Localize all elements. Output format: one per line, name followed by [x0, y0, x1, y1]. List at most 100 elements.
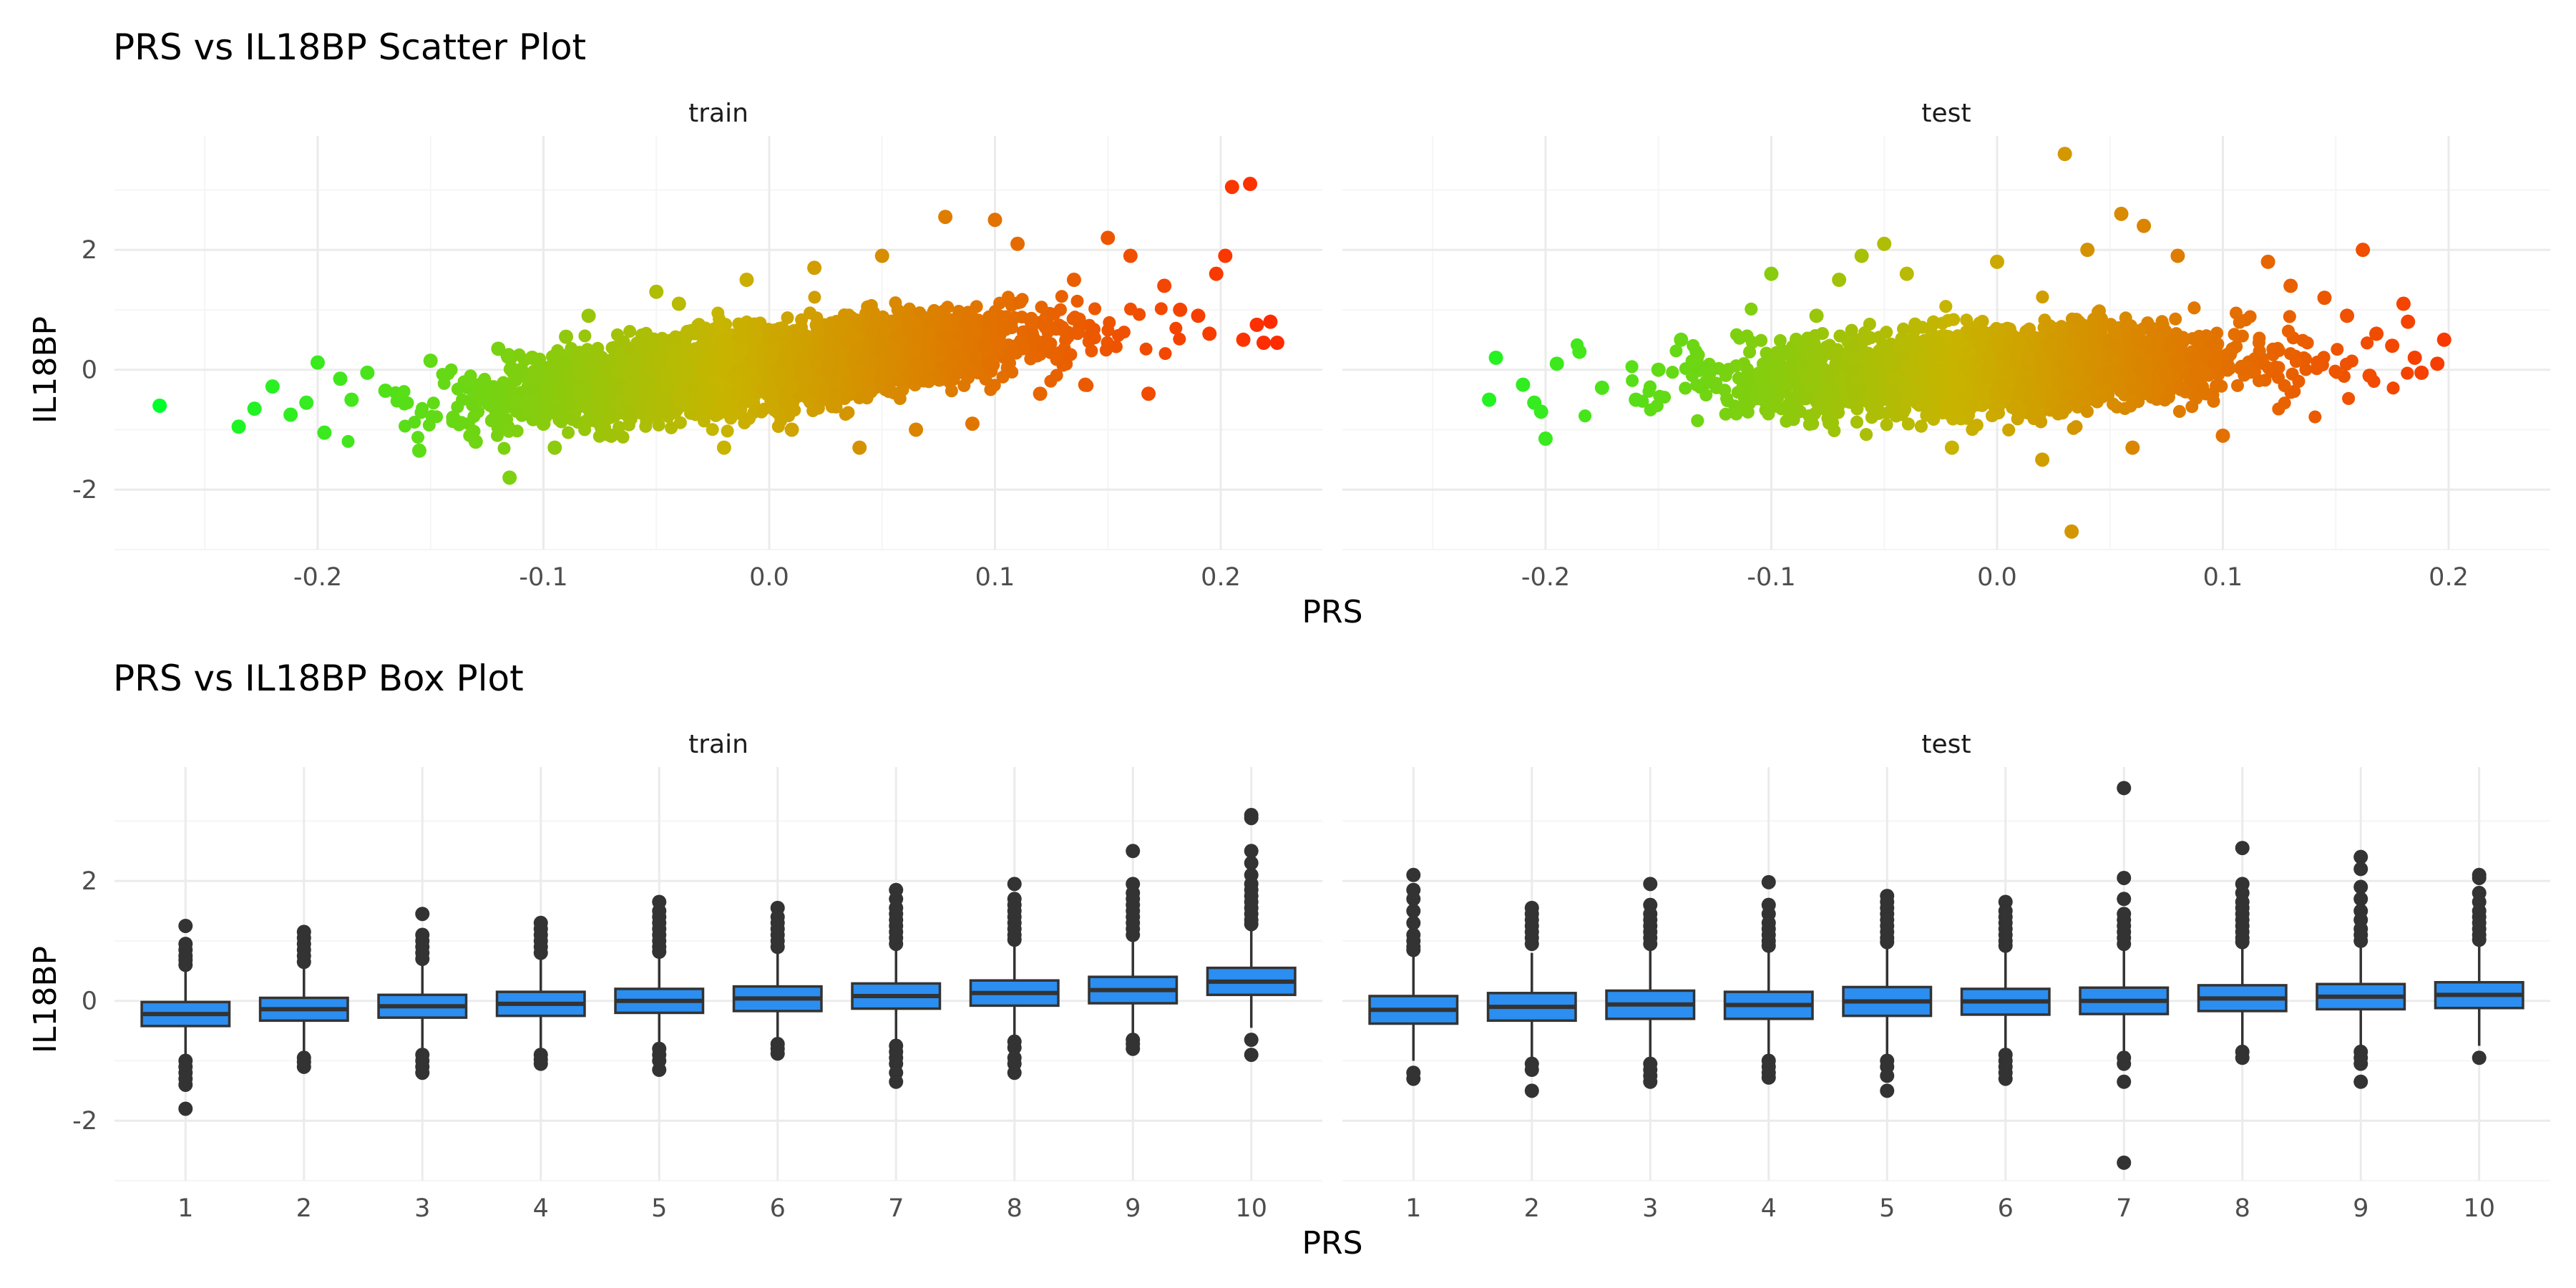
scatter-point — [283, 407, 298, 422]
scatter-point — [1139, 342, 1153, 356]
scatter-x-tick-label: 0.1 — [2203, 563, 2243, 592]
scatter-point — [1173, 332, 1186, 346]
scatter-point — [796, 376, 810, 390]
scatter-point — [1038, 340, 1051, 353]
scatter-point — [579, 346, 592, 359]
scatter-point — [451, 400, 464, 414]
scatter-point — [1003, 356, 1016, 370]
scatter-point — [660, 378, 673, 391]
scatter-point — [713, 319, 727, 333]
scatter-point — [913, 306, 927, 320]
scatter-point — [832, 344, 846, 358]
scatter-point — [964, 321, 977, 334]
scatter-point — [333, 371, 348, 386]
scatter-point — [834, 355, 847, 369]
scatter-point — [909, 422, 924, 437]
scatter-point — [941, 301, 955, 314]
scatter-point — [779, 346, 792, 360]
scatter-point — [441, 367, 455, 381]
scatter-point — [1256, 336, 1271, 350]
scatter-point — [739, 273, 754, 288]
scatter-point — [888, 341, 902, 354]
scatter-point — [536, 416, 551, 431]
scatter-point — [1191, 308, 1206, 323]
scatter-point — [839, 408, 852, 421]
scatter-point — [957, 379, 971, 392]
scatter-point — [680, 324, 694, 338]
scatter-point — [748, 336, 761, 349]
scatter-point — [525, 350, 540, 365]
scatter-x-tick-label: 0.2 — [2429, 563, 2469, 592]
scatter-point — [764, 399, 777, 413]
scatter-point — [807, 378, 821, 391]
scatter-point — [597, 387, 610, 401]
scatter-point — [1069, 326, 1083, 340]
scatter-point — [677, 355, 691, 369]
scatter-point — [1025, 311, 1038, 325]
scatter-point — [816, 393, 829, 406]
scatter-point — [1141, 386, 1156, 401]
scatter-x-tick-label: -0.1 — [519, 563, 567, 592]
scatter-facet-label-test: test — [1921, 99, 1971, 128]
scatter-point — [1103, 316, 1116, 329]
scatter-point — [1157, 278, 1172, 293]
scatter-x-tick-label: -0.2 — [1521, 563, 1570, 592]
scatter-point — [1010, 346, 1023, 360]
scatter-point — [651, 351, 665, 365]
scatter-point — [638, 389, 651, 403]
scatter-point — [789, 342, 802, 356]
scatter-point — [504, 361, 518, 374]
scatter-point — [1158, 347, 1172, 361]
scatter-y-tick-label: 0 — [82, 356, 97, 385]
scatter-point — [555, 415, 568, 429]
scatter-point — [864, 354, 878, 368]
scatter-point — [837, 308, 851, 321]
scatter-point — [502, 348, 515, 361]
scatter-point — [474, 376, 488, 390]
scatter-point — [1011, 296, 1025, 310]
scatter-point — [711, 306, 725, 320]
scatter-point — [987, 358, 1000, 371]
scatter-point — [538, 377, 552, 391]
scatter-point — [1054, 303, 1067, 316]
scatter-point — [1055, 290, 1068, 303]
scatter-point — [791, 323, 805, 336]
scatter-point — [1224, 180, 1239, 195]
scatter-x-tick-label: -0.1 — [1747, 563, 1795, 592]
scatter-point — [317, 425, 332, 440]
scatter-point — [1030, 349, 1044, 363]
scatter-point — [1101, 230, 1116, 245]
scatter-point — [547, 440, 562, 455]
scatter-point — [310, 355, 325, 370]
scatter-point — [874, 248, 889, 263]
scatter-point — [828, 394, 841, 408]
scatter-point — [1202, 326, 1217, 341]
scatter-point — [732, 317, 746, 331]
scatter-point — [623, 343, 637, 357]
scatter-point — [781, 311, 794, 325]
scatter-point — [979, 372, 992, 386]
scatter-point — [1038, 321, 1052, 334]
scatter-point — [152, 398, 167, 413]
scatter-point — [867, 306, 880, 319]
scatter-point — [669, 330, 682, 343]
scatter-point — [1068, 311, 1082, 324]
scatter-point — [231, 419, 246, 434]
scatter-point — [874, 346, 887, 359]
scatter-point — [628, 376, 642, 389]
scatter-point — [426, 396, 440, 410]
scatter-y-tick-label: -2 — [72, 476, 97, 504]
scatter-point — [766, 386, 779, 400]
scatter-point — [344, 392, 359, 407]
scatter-point — [1088, 331, 1101, 345]
scatter-point — [562, 426, 575, 439]
scatter-point — [466, 399, 479, 412]
scatter-point — [615, 353, 628, 367]
scatter-point — [1002, 291, 1015, 304]
scatter-point — [425, 409, 439, 423]
scatter-point — [515, 363, 529, 376]
scatter-point — [1249, 317, 1264, 332]
scatter-point — [587, 401, 601, 415]
scatter-point — [595, 351, 608, 365]
